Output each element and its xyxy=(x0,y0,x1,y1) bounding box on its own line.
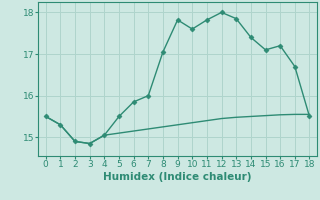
X-axis label: Humidex (Indice chaleur): Humidex (Indice chaleur) xyxy=(103,172,252,182)
